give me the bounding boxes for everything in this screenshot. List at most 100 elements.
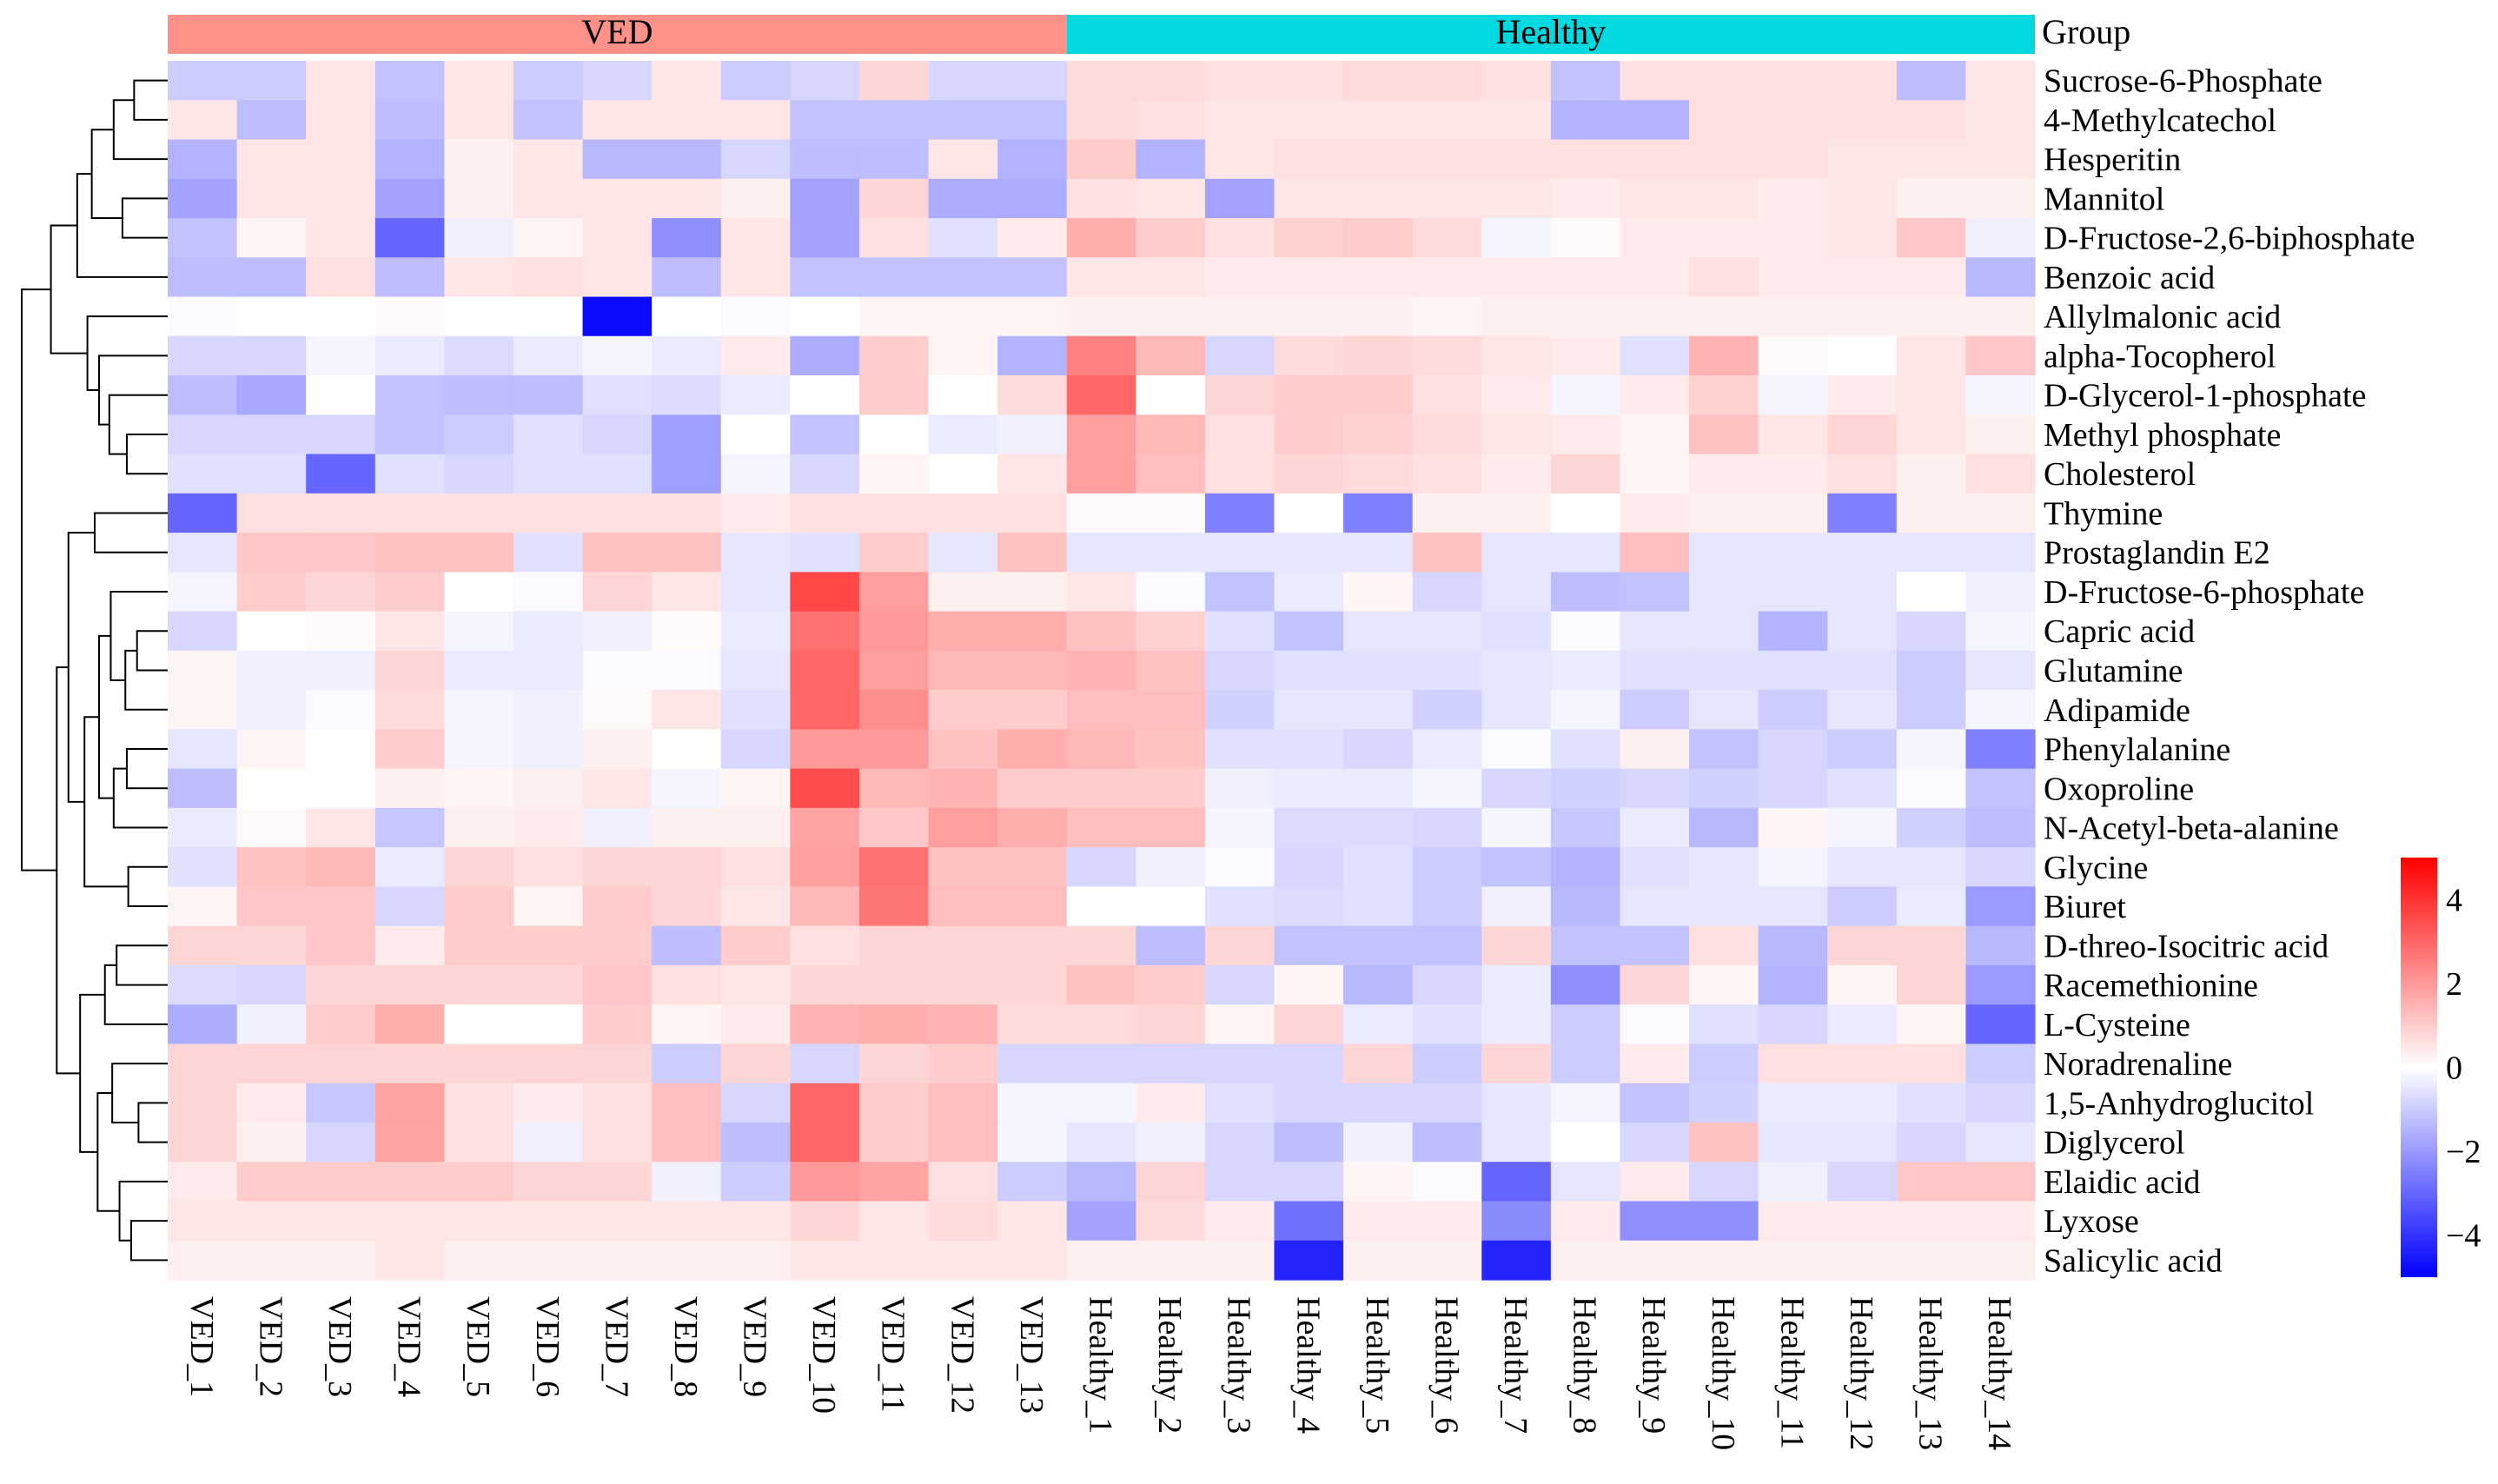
heatmap-cell (997, 847, 1068, 888)
heatmap-cell (582, 493, 653, 533)
heatmap-cell (1274, 100, 1344, 141)
heatmap-cell (1481, 1201, 1552, 1242)
heatmap-cell (997, 768, 1068, 809)
heatmap-cell (1136, 296, 1206, 337)
heatmap-cell (582, 1201, 653, 1242)
heatmap-cell (582, 178, 653, 219)
heatmap-cell (997, 1043, 1068, 1084)
heatmap-cell (997, 454, 1068, 494)
heatmap-cell (1412, 1122, 1482, 1163)
heatmap-cell (1274, 1004, 1344, 1045)
heatmap-cell (1343, 886, 1414, 927)
heatmap-cell (1412, 690, 1482, 730)
heatmap-cell (1758, 690, 1828, 730)
row-label: D-Glycerol-1-phosphate (2044, 378, 2366, 414)
heatmap-cell (858, 1162, 930, 1202)
heatmap-cell (997, 1162, 1068, 1202)
heatmap-cell (306, 847, 376, 888)
heatmap-cell (1965, 533, 2036, 573)
heatmap-cell (444, 257, 514, 298)
heatmap-cell (1481, 257, 1552, 298)
heatmap-cell (1481, 807, 1552, 848)
heatmap-cell (168, 611, 238, 652)
heatmap-cell (1412, 572, 1482, 613)
heatmap-cell (1274, 296, 1344, 337)
heatmap-cell (306, 1122, 376, 1163)
heatmap-cell (928, 335, 998, 376)
heatmap-cell (236, 493, 307, 533)
heatmap-cell (1274, 533, 1344, 573)
heatmap-cell (1274, 375, 1344, 415)
heatmap-cell (374, 925, 445, 966)
heatmap-cell (168, 61, 238, 101)
heatmap-cell (1620, 414, 1690, 455)
heatmap-cell (168, 454, 238, 494)
heatmap-cell (1136, 493, 1206, 533)
heatmap-cell (858, 925, 930, 966)
heatmap-cell (1136, 414, 1206, 455)
heatmap-cell (1550, 218, 1621, 258)
heatmap-cell (582, 925, 653, 966)
heatmap-cell (997, 1004, 1068, 1045)
heatmap-cell (1412, 61, 1482, 101)
row-label: Mannitol (2044, 181, 2164, 217)
heatmap-cell (168, 925, 238, 966)
dendrogram-branch (137, 1102, 168, 1143)
heatmap-cell (720, 1004, 791, 1045)
heatmap-cell (1758, 1240, 1828, 1281)
heatmap-cell (1066, 650, 1136, 691)
row-label: D-threo-Isocitric acid (2044, 928, 2329, 964)
heatmap-cell (858, 1201, 930, 1242)
heatmap-cell (858, 414, 930, 455)
heatmap-cell (1343, 925, 1414, 966)
heatmap-cell (582, 1004, 653, 1045)
heatmap-cell (858, 847, 930, 888)
heatmap-cell (720, 218, 791, 258)
heatmap-cell (513, 964, 584, 1005)
heatmap-cell (997, 572, 1068, 613)
heatmap-cell (306, 533, 376, 573)
heatmap-cell (444, 847, 514, 888)
column-label: Healthy_12 (1843, 1296, 1879, 1450)
heatmap-cell (1827, 1004, 1898, 1045)
heatmap-cell (1620, 650, 1690, 691)
heatmap-cell (1827, 257, 1898, 298)
heatmap-cell (306, 178, 376, 219)
heatmap-cell (236, 61, 307, 101)
heatmap-cell (1827, 650, 1898, 691)
heatmap-cell (1412, 886, 1482, 927)
heatmap-cell (652, 100, 722, 141)
row-label: L-Cysteine (2044, 1007, 2190, 1043)
heatmap-cell (374, 807, 445, 848)
heatmap-cell (1965, 886, 2036, 927)
heatmap-cell (1965, 964, 2036, 1005)
heatmap-cell (858, 218, 930, 258)
heatmap-cell (790, 650, 860, 691)
heatmap-cell (1827, 1043, 1898, 1084)
heatmap-cell (444, 768, 514, 809)
heatmap-cell (790, 572, 860, 613)
heatmap-cell (1896, 847, 1967, 888)
heatmap-cell (997, 1122, 1068, 1163)
row-label: Salicylic acid (2044, 1242, 2223, 1279)
heatmap-cell (1827, 454, 1898, 494)
heatmap-cell (513, 414, 584, 455)
heatmap-cell (444, 1240, 514, 1281)
heatmap-cell (306, 1201, 376, 1242)
heatmap-cell (997, 139, 1068, 180)
heatmap-cell (168, 650, 238, 691)
heatmap-cell (1758, 807, 1828, 848)
heatmap-cell (790, 847, 860, 888)
heatmap-cell (1620, 1201, 1690, 1242)
heatmap-cell (236, 925, 307, 966)
heatmap-cell (513, 1083, 584, 1123)
heatmap-cell (1827, 964, 1898, 1005)
heatmap-cell (1689, 925, 1759, 966)
heatmap-cell (374, 1162, 445, 1202)
row-label: D-Fructose-2,6-biphosphate (2044, 221, 2415, 257)
heatmap-cell (1274, 454, 1344, 494)
heatmap-cell (168, 964, 238, 1005)
dendrogram-branch (21, 288, 57, 871)
heatmap-cell (1896, 1083, 1967, 1123)
heatmap-cell (444, 572, 514, 613)
